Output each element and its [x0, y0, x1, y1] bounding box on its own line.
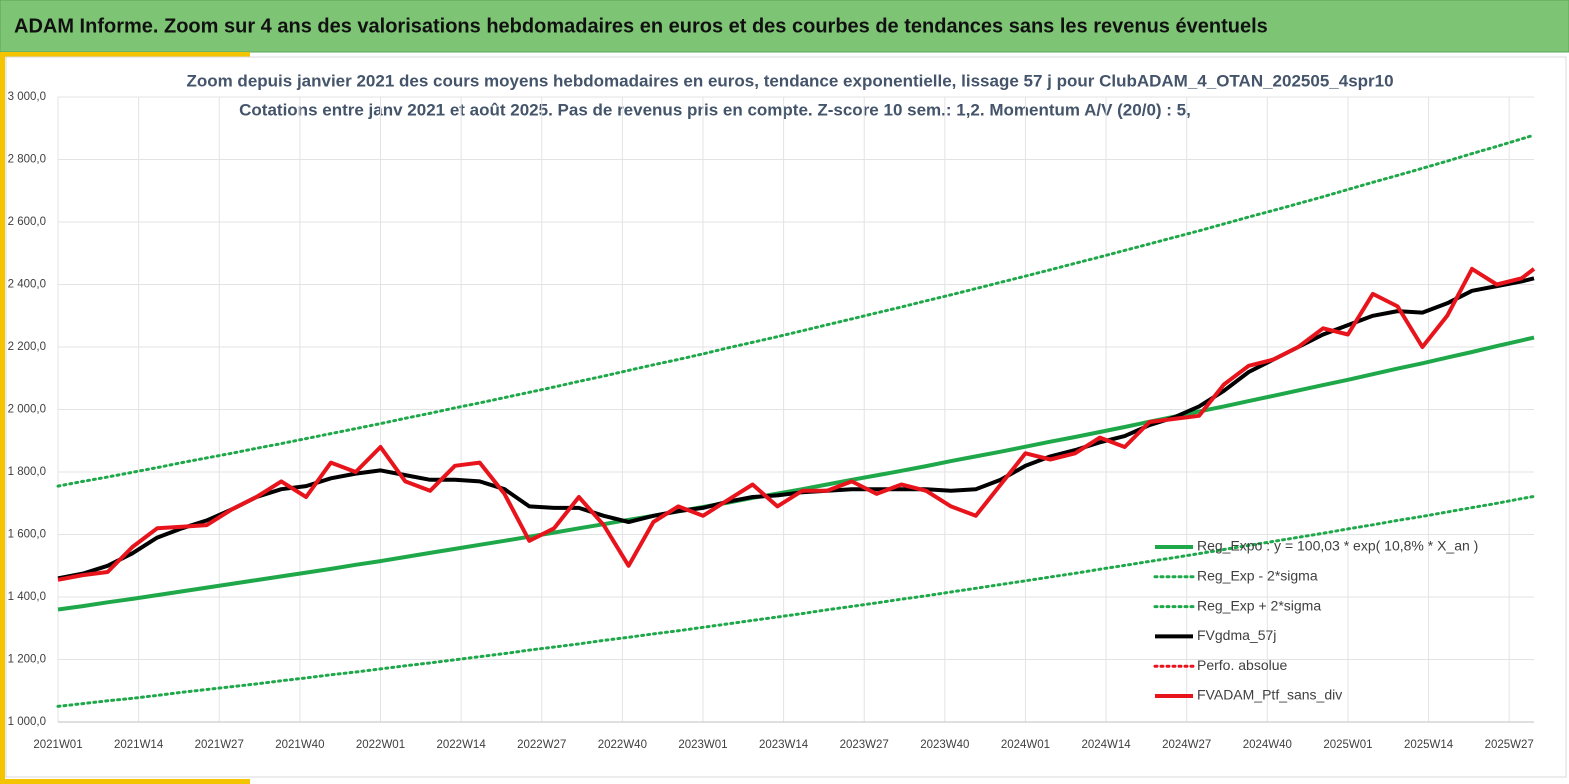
accent — [0, 779, 250, 784]
legend-label: Reg_Expo : y = 100,03 * exp( 10,8% * X_a… — [1197, 538, 1478, 554]
x-tick-label: 2024W01 — [1001, 739, 1050, 751]
y-tick-label: 2 200,0 — [8, 341, 46, 353]
y-tick-label: 1 200,0 — [8, 654, 46, 666]
x-tick-label: 2021W14 — [114, 739, 164, 751]
x-tick-label: 2025W27 — [1485, 739, 1534, 751]
legend-label: Reg_Exp + 2*sigma — [1197, 597, 1321, 613]
accent — [0, 52, 250, 57]
x-tick-label: 2023W40 — [920, 739, 969, 751]
series-line — [57, 276, 1535, 581]
x-tick-label: 2024W27 — [1162, 739, 1211, 751]
y-tick-label: 2 600,0 — [8, 216, 46, 228]
x-tick-label: 2021W40 — [275, 739, 324, 751]
y-tick-label: 2 800,0 — [8, 154, 46, 166]
x-tick-label: 2022W27 — [517, 739, 566, 751]
legend-label: Perfo. absolue — [1197, 657, 1287, 673]
x-tick-label: 2024W14 — [1081, 739, 1131, 751]
legend-label: Reg_Exp - 2*sigma — [1197, 568, 1318, 584]
legend-label: FVADAM_Ptf_sans_div — [1197, 687, 1342, 703]
y-tick-label: 1 000,0 — [8, 716, 46, 728]
x-tick-label: 2021W27 — [195, 739, 244, 751]
x-tick-label: 2024W40 — [1243, 739, 1292, 751]
chart-frame — [5, 56, 1567, 778]
series-line — [57, 266, 1536, 582]
y-tick-label: 3 000,0 — [8, 91, 46, 103]
header-bar — [0, 0, 1569, 53]
accent — [0, 52, 5, 784]
series-line — [56, 133, 1536, 488]
y-tick-label: 1 800,0 — [8, 466, 46, 478]
x-tick-label: 2021W01 — [33, 739, 82, 751]
y-tick-label: 2 000,0 — [8, 404, 46, 416]
x-tick-label: 2025W01 — [1323, 739, 1372, 751]
x-tick-label: 2022W40 — [598, 739, 647, 751]
x-tick-label: 2022W01 — [356, 739, 405, 751]
y-tick-label: 1 400,0 — [8, 591, 46, 603]
x-tick-label: 2023W27 — [840, 739, 889, 751]
x-tick-label: 2022W14 — [436, 739, 486, 751]
chart-subtitle: Cotations entre janv 2021 et août 2025. … — [239, 100, 1191, 119]
x-tick-label: 2025W14 — [1404, 739, 1454, 751]
legend-label: FVgdma_57j — [1197, 627, 1276, 643]
y-tick-label: 1 600,0 — [8, 529, 46, 541]
chart-title: Zoom depuis janvier 2021 des cours moyen… — [186, 71, 1393, 90]
x-tick-label: 2023W01 — [678, 739, 727, 751]
page-title: ADAM Informe. Zoom sur 4 ans des valoris… — [14, 15, 1268, 37]
series-line — [56, 494, 1536, 708]
y-tick-label: 2 400,0 — [8, 279, 46, 291]
x-tick-label: 2023W14 — [759, 739, 809, 751]
